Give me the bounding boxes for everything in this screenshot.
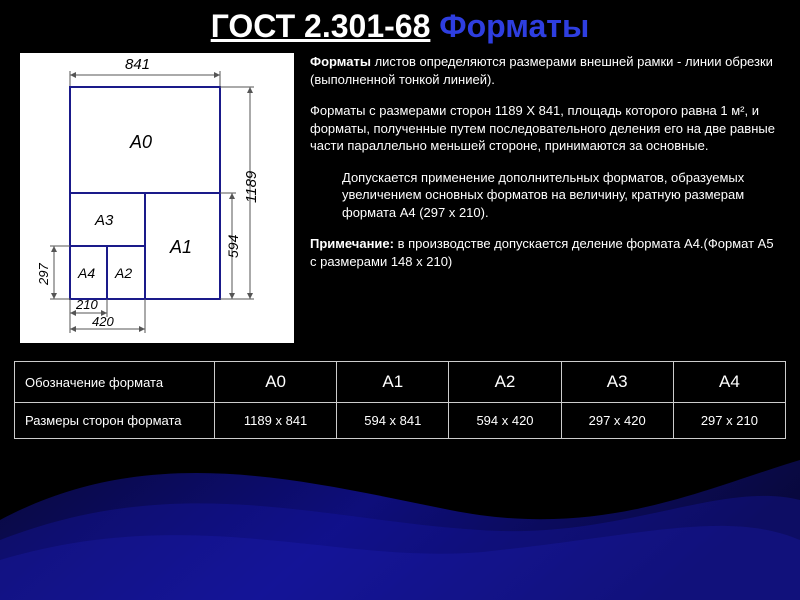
col-a3: А3 bbox=[561, 362, 673, 403]
label-a0: A0 bbox=[129, 132, 152, 152]
title-formaty: Форматы bbox=[430, 8, 589, 44]
row1-label: Обозначение формата bbox=[15, 362, 215, 403]
dim-210: 210 bbox=[75, 297, 98, 312]
dim-420: 420 bbox=[92, 314, 114, 329]
background-wave bbox=[0, 420, 800, 600]
label-a3: A3 bbox=[94, 212, 114, 229]
para-4: Примечание: в производстве допускается д… bbox=[310, 235, 780, 270]
para-1: Форматы листов определяются размерами вн… bbox=[310, 53, 780, 88]
formats-table: Обозначение формата А0 А1 А2 А3 А4 Разме… bbox=[14, 361, 786, 439]
label-a1: A1 bbox=[169, 237, 192, 257]
label-a4: A4 bbox=[77, 265, 95, 281]
size-a3: 297 x 420 bbox=[561, 403, 673, 439]
size-a1: 594 x 841 bbox=[337, 403, 449, 439]
col-a1: А1 bbox=[337, 362, 449, 403]
col-a0: А0 bbox=[215, 362, 337, 403]
label-a2: A2 bbox=[114, 265, 132, 281]
size-a4: 297 x 210 bbox=[673, 403, 785, 439]
title-gost: ГОСТ 2.301-68 bbox=[211, 8, 431, 44]
dim-top: 841 bbox=[125, 56, 150, 73]
para-3: Допускается применение дополнительных фо… bbox=[310, 169, 780, 222]
dim-right-full: 1189 bbox=[243, 170, 260, 203]
size-a2: 594 x 420 bbox=[449, 403, 561, 439]
dim-right-half: 594 bbox=[225, 234, 241, 258]
table-row: Обозначение формата А0 А1 А2 А3 А4 bbox=[15, 362, 786, 403]
col-a2: А2 bbox=[449, 362, 561, 403]
col-a4: А4 bbox=[673, 362, 785, 403]
row2-label: Размеры сторон формата bbox=[15, 403, 215, 439]
dim-left: 297 bbox=[36, 263, 51, 286]
text-column: Форматы листов определяются размерами вн… bbox=[310, 53, 780, 343]
size-a0: 1189 x 841 bbox=[215, 403, 337, 439]
page-title: ГОСТ 2.301-68 Форматы bbox=[0, 0, 800, 45]
table-row: Размеры сторон формата 1189 x 841 594 x … bbox=[15, 403, 786, 439]
para-2: Форматы с размерами сторон 1189 Х 841, п… bbox=[310, 102, 780, 155]
format-diagram: 841 A0 A1 A3 A4 bbox=[20, 53, 294, 343]
